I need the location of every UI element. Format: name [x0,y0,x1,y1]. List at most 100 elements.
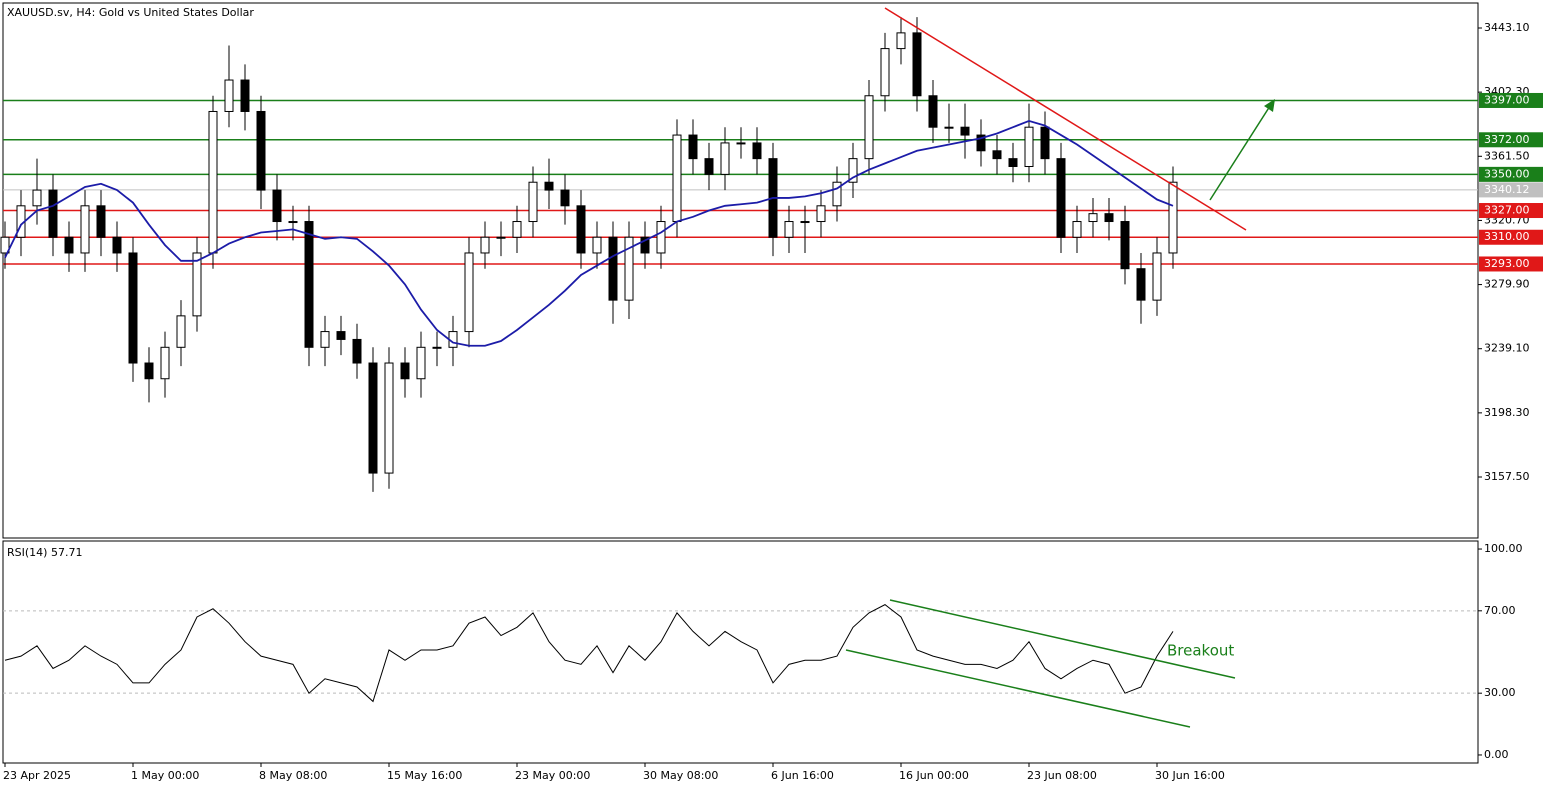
candle-body [592,236,602,254]
candle-body [560,189,570,207]
candle-body [272,189,282,223]
candle-body [816,205,826,223]
y-tick-label: 3239.10 [1484,342,1530,355]
candle-body [656,221,666,254]
candle-body [1088,213,1098,223]
candle-body [144,362,154,380]
candle-body [416,346,426,380]
candle-body [224,79,234,112]
candle-body [80,205,90,254]
rsi-line [4,604,1174,703]
candle-body [32,189,42,207]
candle-body [960,126,970,136]
candle-body [384,362,394,474]
trend-line [884,7,1247,231]
x-tick-label: 8 May 08:00 [259,769,327,782]
candle-body [512,221,522,238]
candle-body [240,79,250,112]
y-tick-label: 3157.50 [1484,470,1530,483]
level-label: 3310.00 [1484,230,1530,243]
candle-body [640,236,650,254]
candle-body [752,142,762,160]
y-tick-label: 70.00 [1484,604,1516,617]
y-tick-label: 30.00 [1484,686,1516,699]
x-tick-label: 1 May 00:00 [131,769,199,782]
candle-body [1024,126,1034,168]
y-tick-label: 100.00 [1484,542,1523,555]
candle-body [672,134,682,223]
x-tick-label: 6 Jun 16:00 [771,769,834,782]
x-tick-label: 30 May 08:00 [643,769,718,782]
candle-body [432,346,442,349]
candle-body [0,236,10,254]
chart-title: XAUUSD.sv, H4: Gold vs United States Dol… [7,6,254,19]
candle-body [944,126,954,129]
candle-body [352,338,362,364]
candle-body [528,181,538,223]
level-box [1479,256,1543,272]
rsi-pane [2,540,1479,764]
annotation: Breakout [1167,642,1234,660]
candle-body [608,236,618,301]
candle-body [848,158,858,183]
x-tick-label: 15 May 16:00 [387,769,462,782]
candle-body [48,189,58,238]
level-label: 3327.00 [1484,204,1530,217]
x-tick-label: 23 Jun 08:00 [1027,769,1097,782]
candle-body [1040,126,1050,160]
candle-body [704,158,714,175]
candle-body [1072,221,1082,238]
candle-body [784,221,794,238]
candle-body [736,142,746,145]
x-tick-label: 30 Jun 16:00 [1155,769,1225,782]
candle-body [304,221,314,348]
candle-body [1168,181,1178,254]
candle-body [256,110,266,191]
candle-body [480,236,490,254]
candle-body [320,331,330,348]
y-tick-label: 3361.50 [1484,149,1530,162]
candle-body [864,95,874,160]
candle-body [688,134,698,160]
channel-line [889,599,1236,679]
candle-body [1008,158,1018,168]
current-price-label: 3340.12 [1484,183,1530,196]
x-tick-label: 16 Jun 00:00 [899,769,969,782]
candle-body [928,95,938,128]
candle-body [976,134,986,152]
candle-body [160,346,170,380]
candle-body [720,142,730,175]
candle-body [496,236,506,239]
level-label: 3350.00 [1484,167,1530,180]
candle-body [896,32,906,50]
y-tick-label: 3198.30 [1484,406,1530,419]
candle-body [624,236,634,301]
candle-body [368,362,378,474]
channel-line [845,649,1191,728]
level-box [1479,92,1543,108]
candle-body [336,331,346,340]
candle-body [544,181,554,191]
arrow-head [1264,99,1275,112]
x-tick-label: 23 Apr 2025 [3,769,71,782]
candle-body [288,221,298,224]
candle-body [1104,213,1114,223]
rsi-title: RSI(14) 57.71 [7,546,82,559]
candle-body [400,362,410,380]
level-label: 3397.00 [1484,93,1530,106]
candle-body [576,205,586,254]
level-label: 3293.00 [1484,257,1530,270]
candle-body [208,110,218,254]
candle-body [176,315,186,348]
level-box [1479,229,1543,245]
price-pane [2,2,1479,539]
y-tick-label: 3443.10 [1484,21,1530,34]
level-label: 3372.00 [1484,133,1530,146]
x-tick-label: 23 May 00:00 [515,769,590,782]
current-price-box [1479,182,1543,198]
y-tick-label: 3279.90 [1484,278,1530,291]
level-box [1479,166,1543,182]
candle-body [464,252,474,333]
candle-body [912,32,922,97]
